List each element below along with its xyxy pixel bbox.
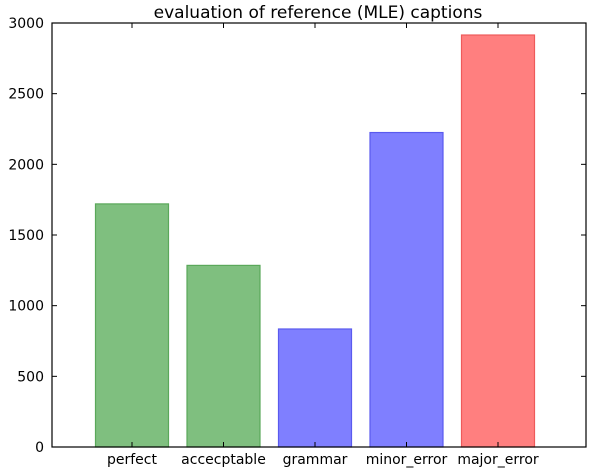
y-tick-label-0: 0 [35, 440, 44, 456]
y-axis: 0 500 1000 1500 2000 2500 3000 [8, 16, 586, 456]
x-tick-label-minor-error: minor_error [366, 452, 448, 468]
x-axis: perfect accecptable grammar minor_error majo… [107, 23, 539, 468]
x-tick-label-perfect: perfect [107, 452, 157, 468]
x-tick-label-major-error: major_error [457, 452, 539, 468]
bar-perfect [94, 203, 170, 448]
x-tick-label-accecptable: accecptable [181, 452, 266, 468]
chart-title: evaluation of reference (MLE) captions [154, 3, 483, 23]
y-tick-label-2500: 2500 [8, 87, 44, 103]
y-tick-label-500: 500 [17, 369, 44, 385]
bar-minor-error [369, 131, 444, 448]
y-tick-label-1000: 1000 [8, 299, 44, 315]
bar-grammar [277, 328, 353, 448]
y-tick-label-3000: 3000 [8, 16, 44, 32]
bar-major-error [460, 34, 536, 448]
y-tick-label-1500: 1500 [8, 228, 44, 244]
y-tick-label-2000: 2000 [8, 157, 44, 173]
bar-accecptable [186, 264, 261, 448]
bars-group [94, 34, 536, 448]
x-tick-label-grammar: grammar [283, 452, 348, 468]
